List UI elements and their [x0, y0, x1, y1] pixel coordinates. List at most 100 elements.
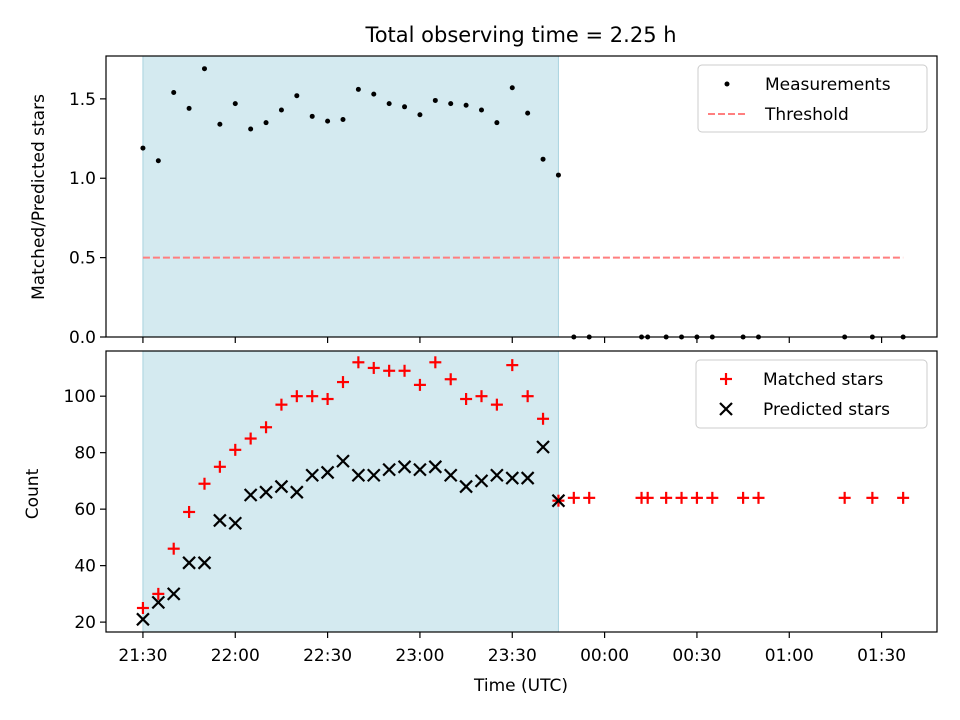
top-plot-frame: [105, 55, 938, 338]
bottom-matched-point: [583, 491, 596, 504]
bottom-matched-point: [260, 421, 273, 434]
top-x-axis-ticks: [142, 337, 883, 343]
top-measurement-point: [355, 86, 361, 92]
top-measurement-point: [294, 93, 300, 99]
bottom-matched-point: [167, 542, 180, 555]
bottom-predicted-point: [274, 479, 289, 494]
bottom-matched-point: [866, 491, 879, 504]
bottom-xtick-label: 23:30: [488, 646, 537, 666]
bottom-predicted-point: [443, 468, 458, 483]
bottom-ytick-label: 80: [74, 444, 96, 464]
bottom-legend: Matched stars Predicted stars: [695, 359, 928, 429]
bottom-matched-point: [152, 587, 165, 600]
bottom-predicted-point: [305, 468, 319, 483]
bottom-matched-point: [444, 373, 457, 386]
bottom-x-axis-ticks: 21:30 22:00 22:30 23:00 23:30 00:00 00:30 01:00…: [118, 632, 906, 666]
bottom-xtick-label: 00:00: [580, 646, 629, 666]
top-measurement-point: [525, 110, 531, 116]
bottom-matched-point: [229, 443, 242, 456]
top-measurement-point: [201, 66, 207, 72]
bottom-matched-point: [460, 393, 473, 406]
bottom-predicted-point: [259, 485, 273, 499]
bottom-xtick-label: 22:30: [303, 646, 352, 666]
top-plot-marks: [140, 66, 906, 340]
bottom-plot-frame: [105, 350, 938, 633]
bottom-predicted-point: [428, 460, 443, 474]
bottom-predicted-point: [474, 474, 489, 488]
bottom-predicted-point: [243, 488, 258, 502]
bottom-matched-point: [321, 393, 334, 406]
bottom-matched-point: [290, 390, 303, 403]
top-measurement-point: [171, 90, 177, 96]
bottom-plot-marks: [136, 356, 910, 627]
bottom-matched-point: [136, 601, 149, 614]
bottom-predicted-point: [336, 454, 350, 468]
top-y-axis-ticks: 0.0 0.5 1.0 1.5: [69, 90, 106, 348]
top-measurement-point: [555, 172, 561, 178]
bottom-predicted-point: [182, 556, 196, 570]
legend-measurements-marker: [724, 81, 730, 87]
top-measurement-point: [340, 117, 346, 123]
bottom-predicted-point: [505, 471, 520, 485]
bottom-matched-point: [490, 398, 503, 411]
top-measurement-point: [463, 102, 469, 108]
top-ytick-label: 0.0: [69, 328, 96, 348]
top-measurement-point: [494, 120, 500, 126]
bottom-predicted-point: [520, 471, 535, 485]
top-measurement-point: [371, 91, 377, 97]
bottom-xtick-label: 01:00: [765, 646, 814, 666]
bottom-predicted-point: [197, 556, 212, 570]
legend-predicted-marker: [719, 402, 733, 416]
top-measurement-point: [155, 158, 161, 164]
legend-measurements-label: Measurements: [765, 75, 891, 95]
bottom-matched-point: [275, 398, 288, 411]
top-measurement-point: [478, 107, 484, 113]
legend-matched-marker: [720, 373, 732, 385]
top-measurement-point: [263, 120, 269, 126]
bottom-predicted-point: [136, 612, 150, 627]
top-band-rect: [142, 55, 559, 338]
bottom-matched-point: [660, 491, 673, 504]
top-ytick-label: 1.5: [69, 90, 96, 110]
bottom-predicted-point: [320, 465, 335, 480]
bottom-matched-point: [183, 505, 196, 518]
bottom-predicted-point: [536, 440, 550, 454]
top-ytick-label: 1.0: [69, 169, 96, 189]
bottom-ytick-label: 100: [64, 387, 96, 407]
bottom-predicted-point: [213, 513, 227, 528]
bottom-band-rect: [142, 350, 559, 633]
bottom-matched-point: [429, 356, 442, 369]
top-measurement-point: [432, 97, 438, 103]
legend-matched-label: Matched stars: [763, 370, 883, 390]
bottom-predicted-point: [366, 468, 381, 483]
top-measurement-point: [402, 104, 408, 110]
bottom-predicted-point: [151, 595, 166, 610]
chart-title: Total observing time = 2.25 h: [364, 23, 676, 47]
top-measurement-point: [278, 107, 284, 113]
bottom-predicted-point: [382, 462, 396, 477]
bottom-y-axis-ticks: 20 40 60 80 100: [64, 387, 106, 633]
top-y-axis-label: Matched/Predicted stars: [29, 94, 49, 300]
bottom-matched-point: [521, 390, 534, 403]
top-measurement-point: [540, 156, 546, 162]
top-measurement-point: [417, 112, 423, 118]
top-measurement-point: [140, 145, 146, 151]
bottom-predicted-point: [228, 516, 243, 531]
bottom-matched-point: [213, 460, 226, 473]
bottom-matched-point: [352, 356, 365, 369]
top-measurement-point: [325, 118, 331, 124]
bottom-matched-point: [675, 491, 688, 504]
bottom-ytick-label: 40: [74, 557, 96, 577]
bottom-y-axis-label: Count: [23, 468, 43, 519]
top-measurement-point: [248, 126, 254, 132]
bottom-xtick-label: 22:00: [211, 646, 260, 666]
x-axis-label: Time (UTC): [473, 676, 568, 696]
bottom-matched-point: [838, 491, 851, 504]
top-measurement-point: [232, 101, 238, 107]
bottom-predicted-point: [397, 460, 412, 474]
bottom-matched-point: [336, 376, 349, 389]
bottom-ytick-label: 60: [74, 500, 96, 520]
bottom-matched-point: [706, 491, 719, 504]
bottom-matched-point: [367, 361, 380, 374]
